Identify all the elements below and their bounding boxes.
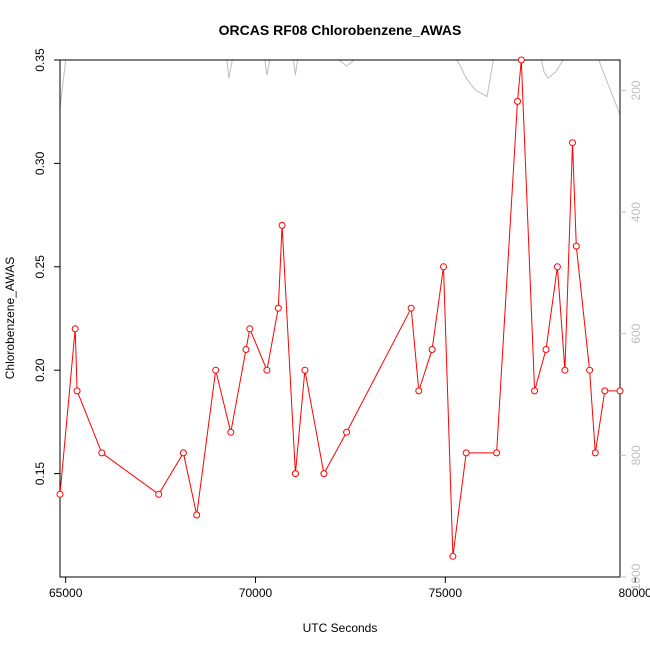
data-point (517, 56, 525, 64)
data-point (320, 470, 328, 478)
y-tick-label: 0.30 (33, 151, 47, 175)
right-tick-label: 600 (629, 323, 643, 343)
data-point (343, 428, 351, 436)
data-point (616, 387, 624, 395)
right-tick-label: 200 (629, 80, 643, 100)
data-point (227, 428, 235, 436)
x-tick-label: 80000 (618, 586, 650, 600)
y-tick-label: 0.25 (33, 255, 47, 279)
data-point (179, 449, 187, 457)
chart-title: ORCAS RF08 Chlorobenzene_AWAS (219, 22, 462, 38)
data-point (440, 263, 447, 271)
data-point (553, 263, 561, 271)
data-point (531, 387, 539, 395)
data-point (212, 366, 220, 374)
data-point (301, 366, 309, 374)
red-series-line (59, 59, 620, 557)
data-point (493, 449, 501, 457)
data-point (242, 346, 250, 353)
right-tick-label: 800 (629, 445, 643, 465)
grey-series-line (60, 60, 620, 115)
data-point (291, 470, 299, 478)
right-tick-label: 1000 (629, 563, 643, 590)
plot-area: 65000 70000 75000 80000 0.15 0.20 0.25 0.30 0.35… (33, 48, 650, 600)
data-point (514, 97, 521, 105)
data-point (155, 490, 163, 498)
data-point (569, 139, 576, 147)
data-point (415, 387, 423, 395)
data-point (428, 346, 436, 353)
y-axis-label: Chlorobenzene_AWAS (3, 257, 17, 380)
data-point (542, 346, 550, 353)
data-point (73, 387, 81, 395)
data-point (572, 242, 580, 250)
data-point (591, 449, 599, 457)
data-point (586, 366, 594, 374)
right-tick-label: 400 (629, 202, 643, 222)
plot-frame (59, 59, 621, 578)
y-tick-label: 0.35 (33, 48, 47, 72)
data-point (193, 511, 201, 519)
data-point (274, 304, 282, 312)
data-point (561, 366, 569, 374)
data-point (246, 325, 254, 333)
x-tick-label: 75000 (429, 586, 463, 600)
data-point (278, 221, 286, 229)
data-point (462, 449, 470, 457)
data-point (601, 387, 609, 395)
y-tick-label: 0.15 (33, 462, 47, 486)
data-point (449, 552, 457, 560)
x-tick-label: 65000 (49, 586, 83, 600)
data-point (98, 449, 106, 457)
x-tick-label: 70000 (239, 586, 273, 600)
data-point (263, 366, 271, 374)
x-axis-label: UTC Seconds (303, 621, 378, 635)
data-point (407, 304, 415, 312)
data-point (71, 325, 79, 333)
y-tick-label: 0.20 (33, 358, 47, 382)
data-point (56, 490, 64, 498)
